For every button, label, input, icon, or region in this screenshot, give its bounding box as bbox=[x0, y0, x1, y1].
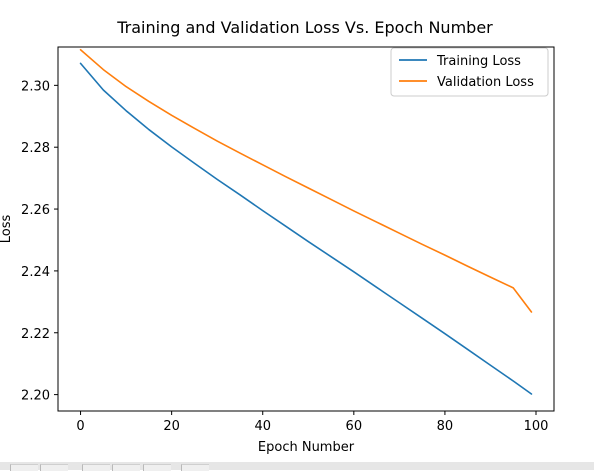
strip-segment bbox=[10, 464, 38, 471]
strip-segment bbox=[112, 464, 140, 471]
window-bottom-strip bbox=[0, 462, 594, 470]
strip-segment bbox=[82, 464, 110, 471]
series-line-training-loss bbox=[79, 62, 533, 395]
x-axis-label: Epoch Number bbox=[258, 440, 355, 455]
x-tick-label: 100 bbox=[524, 419, 549, 434]
y-axis-label: Loss bbox=[0, 215, 14, 244]
legend-label-validation: Validation Loss bbox=[437, 75, 534, 90]
y-tick-label: 2.24 bbox=[21, 265, 50, 280]
strip-segment bbox=[40, 464, 68, 471]
y-tick-label: 2.20 bbox=[21, 389, 50, 404]
legend-box bbox=[390, 47, 549, 97]
x-tick-label: 20 bbox=[163, 419, 180, 434]
series-line-validation-loss bbox=[79, 48, 533, 313]
strip-segment bbox=[143, 464, 171, 471]
axes: 0 20 40 60 80 100 2.20 2.22 2.24 2.26 2.28 2.30 bbox=[21, 79, 548, 434]
y-tick-label: 2.22 bbox=[21, 327, 50, 342]
x-tick-label: 80 bbox=[437, 419, 454, 434]
y-tick-label: 2.26 bbox=[21, 203, 50, 218]
legend-label-training: Training Loss bbox=[436, 54, 521, 69]
y-tick-label: 2.30 bbox=[21, 79, 50, 94]
plot-area bbox=[79, 48, 533, 395]
plot-frame bbox=[57, 46, 555, 412]
legend: Training Loss Validation Loss bbox=[390, 47, 549, 97]
strip-segment bbox=[181, 464, 209, 471]
x-tick-label: 40 bbox=[254, 419, 271, 434]
x-tick-label: 0 bbox=[76, 419, 84, 434]
y-tick-label: 2.28 bbox=[21, 141, 50, 156]
x-tick-label: 60 bbox=[346, 419, 363, 434]
chart-title: Training and Validation Loss Vs. Epoch N… bbox=[116, 18, 493, 37]
